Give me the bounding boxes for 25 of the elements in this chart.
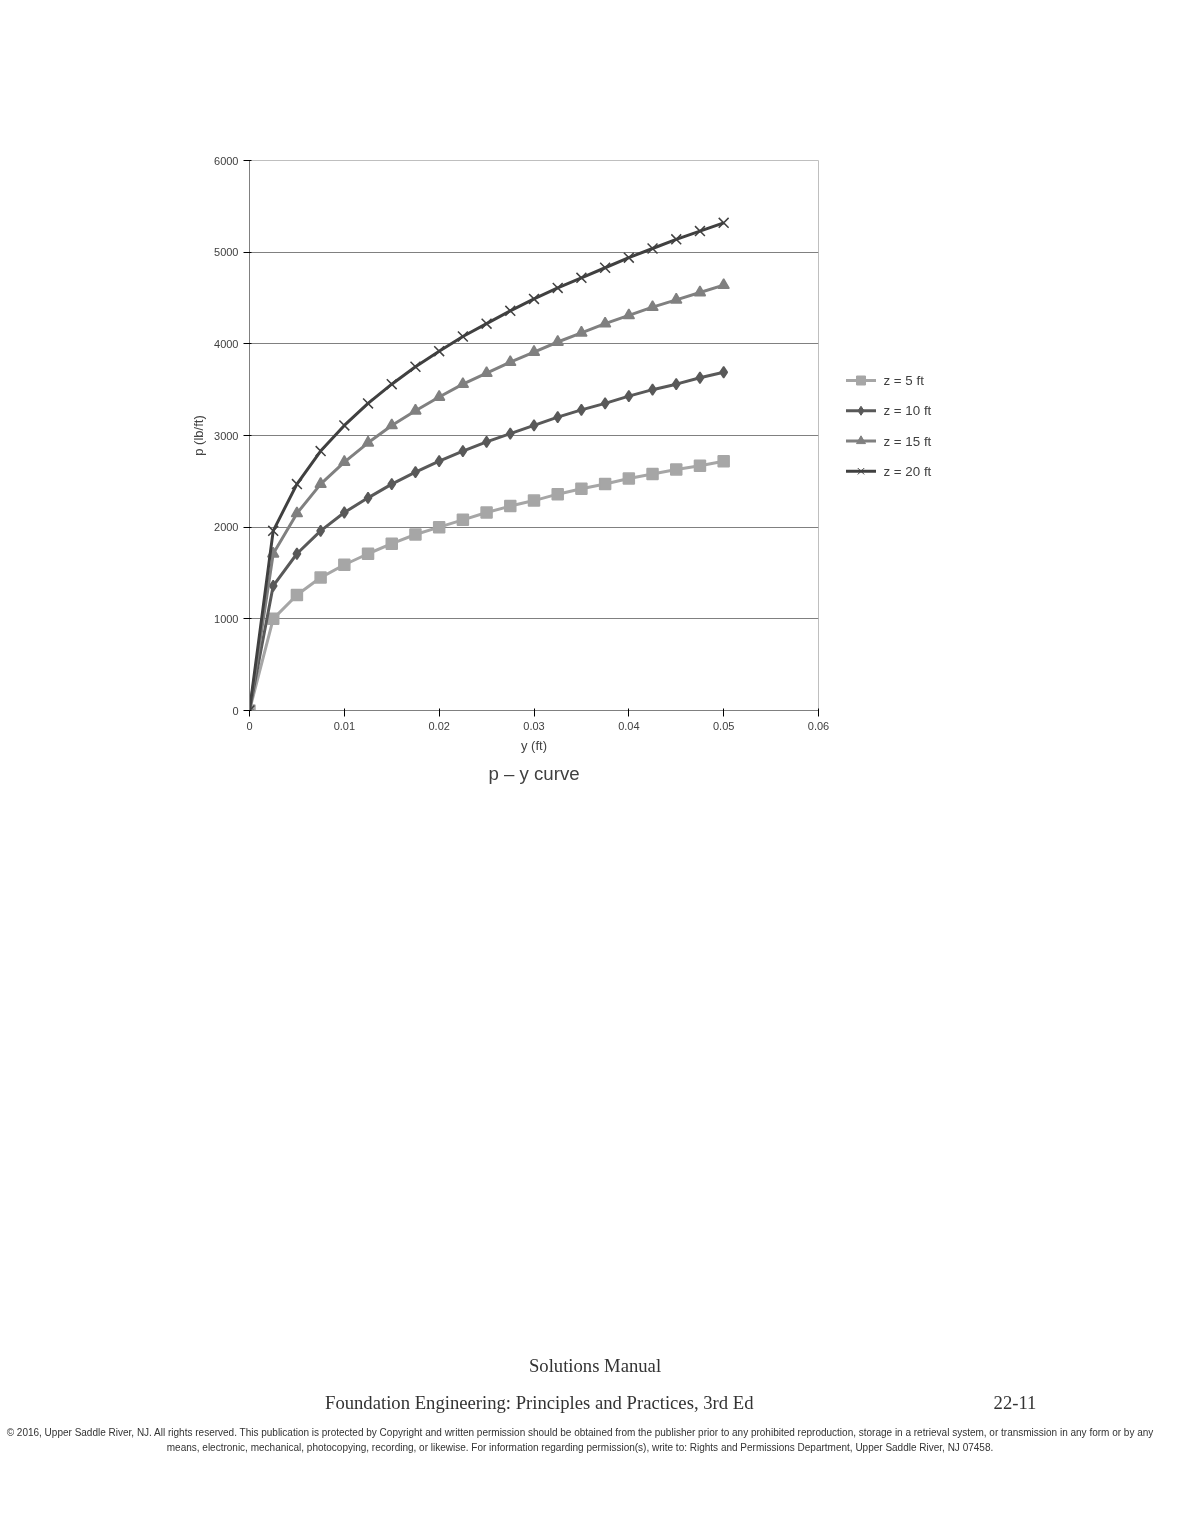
legend-label: z = 5 ft: [883, 373, 925, 388]
text: Solutions Manual: [528, 1354, 662, 1378]
x-tick-label: 0.04: [618, 719, 640, 732]
x-tick-label: 0.02: [428, 719, 450, 732]
y-tick-label: 4000: [214, 337, 239, 350]
text: p – y curve: [488, 762, 580, 784]
y-axis-title: p (lb/ft): [191, 415, 207, 456]
x-tick-label: 0.06: [807, 719, 830, 732]
y-tick-label: 0: [232, 704, 239, 717]
y-tick-label: 3000: [214, 429, 239, 442]
x-tick-label: 0.05: [712, 719, 735, 732]
text: 22-11: [993, 1390, 1037, 1415]
y-tick-label: 2000: [214, 521, 239, 534]
x-tick-label: 0.01: [333, 719, 356, 732]
x-axis-title: y (ft): [521, 737, 547, 753]
text: Foundation Engineering: Principles and Practices, 3rd Ed: [325, 1390, 754, 1415]
y-tick-label: 1000: [214, 612, 239, 625]
y-tick-label: 5000: [214, 246, 239, 259]
text: © 2016, Upper Saddle River, NJ. All rights reserved. This publication is protected by Copyright and written permission should be obtained from the publisher prior to any prohibited reproduction, storage in a retrieval system, or transmission in any form or by any means, electronic, mechanical, photocopying, recording, or likewise. For information regarding permission(s), write to: Rights and Permissions Department, Upper Saddle River, NJ 07458.: [5, 1426, 1155, 1455]
y-tick-label: 6000: [214, 154, 239, 167]
legend-label: z = 20 ft: [883, 463, 932, 479]
x-tick-label: 0.03: [523, 719, 545, 732]
legend-label: z = 15 ft: [883, 433, 932, 449]
x-tick-label: 0: [246, 719, 253, 732]
legend-label: z = 10 ft: [883, 403, 932, 419]
